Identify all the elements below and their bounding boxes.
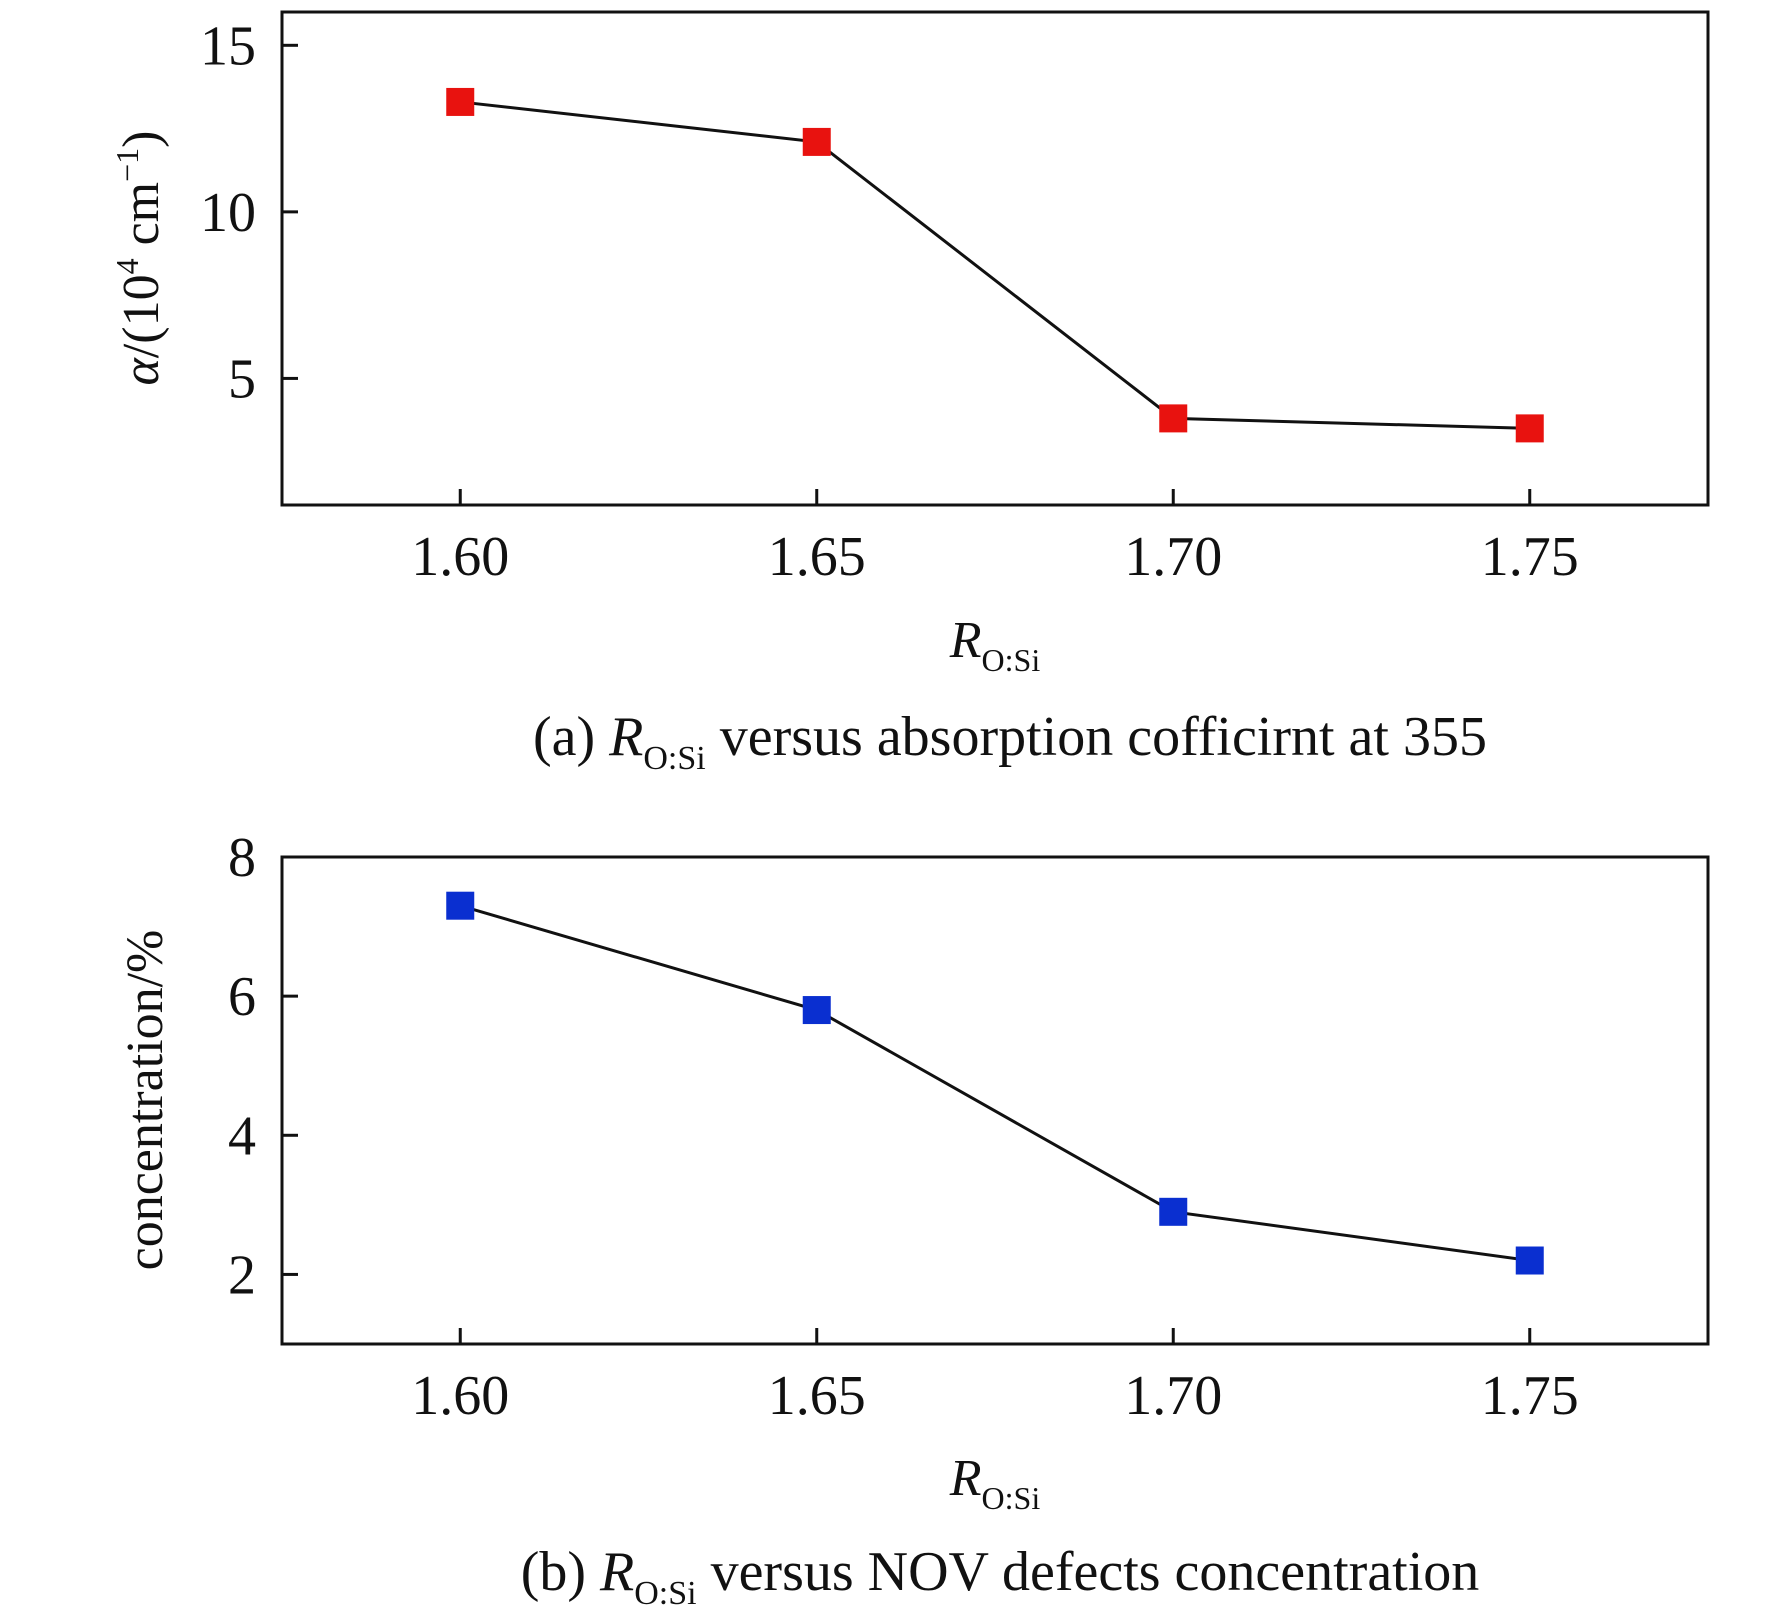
x-tick-label-b-1: 1.65 — [768, 1365, 866, 1427]
x-tick-label-a-0: 1.60 — [411, 526, 509, 588]
x-tick-label-b-0: 1.60 — [411, 1365, 509, 1427]
caption-b: (b) RO:Si versus NOV defects concentrati… — [521, 1541, 1480, 1612]
plot-frame-a — [280, 10, 1710, 507]
y-tick-label-a-2: 15 — [200, 15, 256, 77]
y-tick-label-b-2: 6 — [228, 966, 256, 1028]
data-point-b-2 — [1159, 1197, 1188, 1226]
plot-frame-b — [280, 855, 1710, 1346]
x-tick-label-a-1: 1.65 — [768, 526, 866, 588]
series-line-a-0 — [460, 100, 1530, 430]
y-tick-label-a-0: 5 — [228, 348, 256, 410]
data-point-a-3 — [1515, 414, 1544, 443]
y-axis-title-b: concentration/% — [117, 930, 174, 1271]
data-point-b-3 — [1515, 1246, 1544, 1275]
y-tick-label-b-1: 4 — [228, 1105, 256, 1167]
y-axis-title-a: α/(104 cm−1) — [109, 131, 170, 386]
x-axis-title-b: RO:Si — [949, 1450, 1041, 1516]
x-tick-label-a-3: 1.75 — [1481, 526, 1579, 588]
series-b — [446, 891, 1544, 1275]
x-tick-label-b-3: 1.75 — [1481, 1365, 1579, 1427]
y-tick-label-b-3: 8 — [228, 827, 256, 889]
y-tick-label-b-0: 2 — [228, 1244, 256, 1306]
series-line-b-0 — [459, 904, 1530, 1263]
x-tick-label-b-2: 1.70 — [1124, 1365, 1222, 1427]
data-point-a-1 — [802, 127, 831, 156]
data-point-a-0 — [446, 87, 475, 116]
ticks-b: 1.60 1.65 1.70 1.75 2 4 6 8 — [228, 827, 1579, 1427]
panel-b-nov-concentration: 1.60 1.65 1.70 1.75 2 4 6 8 concentration/% RO:… — [117, 827, 1710, 1612]
data-point-a-2 — [1159, 404, 1188, 433]
panel-a-absorption-coefficient: 1.60 1.65 1.70 1.75 5 10 15 α/(104 cm−1) RO:Si… — [109, 10, 1710, 777]
data-point-b-0 — [446, 891, 475, 920]
series-a — [446, 87, 1544, 443]
x-axis-title-a: RO:Si — [949, 612, 1041, 678]
caption-a: (a) RO:Si versus absorption cofficirnt a… — [533, 706, 1487, 777]
y-tick-label-a-1: 10 — [200, 182, 256, 244]
data-point-b-1 — [802, 996, 831, 1025]
ticks-a: 1.60 1.65 1.70 1.75 5 10 15 — [200, 15, 1579, 588]
x-tick-label-a-2: 1.70 — [1124, 526, 1222, 588]
